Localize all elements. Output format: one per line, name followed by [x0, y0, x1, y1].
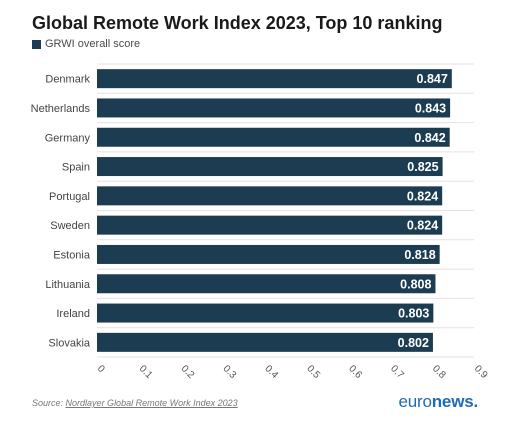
bar — [97, 186, 443, 206]
bar — [97, 127, 450, 147]
x-tick-label: 0.9 — [472, 363, 490, 381]
legend: GRWI overall score — [32, 38, 140, 50]
category-label: Ireland — [56, 308, 90, 320]
category-label: Germany — [45, 132, 91, 144]
bar — [97, 332, 433, 352]
x-tick-label: 0.3 — [221, 363, 239, 381]
x-tick-label: 0.5 — [304, 363, 322, 381]
category-label: Estonia — [53, 249, 91, 261]
bar — [97, 274, 436, 294]
euronews-logo: euronews. — [398, 392, 479, 412]
x-tick-label: 0.6 — [346, 363, 364, 381]
bar — [97, 98, 451, 118]
bar — [97, 215, 443, 235]
data-label: 0.824 — [407, 189, 438, 203]
category-label: Slovakia — [48, 337, 90, 349]
x-tick-label: 0.2 — [179, 363, 197, 381]
source-prefix: Source: — [32, 398, 64, 408]
bar — [97, 157, 443, 177]
legend-swatch — [32, 39, 41, 49]
category-label: Sweden — [50, 220, 90, 232]
bar — [97, 303, 434, 323]
data-label: 0.843 — [415, 101, 446, 115]
logo-part1: euro — [398, 392, 432, 411]
source-note: Source: Nordlayer Global Remote Work Ind… — [32, 398, 238, 408]
source-link[interactable]: Nordlayer Global Remote Work Index 2023 — [65, 398, 238, 408]
grid-lines — [97, 63, 474, 358]
bar — [97, 69, 452, 89]
data-label: 0.802 — [398, 336, 429, 350]
category-label: Portugal — [49, 191, 90, 203]
bars: 0.847 0.843 0.842 0.825 0.824 0.824 0.818 0.808… — [97, 69, 452, 352]
x-tick-label: 0.1 — [137, 363, 155, 381]
category-label: Lithuania — [45, 279, 91, 291]
logo-part2: news — [431, 392, 474, 411]
x-tick-label: 0.7 — [388, 363, 406, 381]
category-label: Netherlands — [31, 103, 91, 115]
x-tick-labels: 0 0.1 0.2 0.3 0.4 0.5 0.6 0.7 0.8 0.9 — [95, 363, 490, 381]
data-label: 0.824 — [407, 219, 438, 233]
data-label: 0.842 — [414, 131, 445, 145]
x-tick-label: 0.8 — [430, 363, 448, 381]
x-tick-label: 0 — [95, 363, 107, 375]
category-labels: Denmark Netherlands Germany Spain Portugal Sw… — [31, 74, 91, 350]
data-label: 0.847 — [417, 72, 448, 86]
data-label: 0.803 — [398, 307, 429, 321]
bar — [97, 244, 440, 264]
data-label: 0.808 — [400, 277, 431, 291]
logo-dot: . — [473, 392, 478, 411]
category-label: Spain — [62, 162, 90, 174]
category-label: Denmark — [45, 74, 90, 86]
x-tick-label: 0.4 — [262, 363, 280, 381]
data-label: 0.825 — [407, 160, 438, 174]
legend-label: GRWI overall score — [45, 38, 141, 50]
chart-title: Global Remote Work Index 2023, Top 10 ra… — [32, 13, 443, 33]
data-label: 0.818 — [404, 248, 435, 262]
